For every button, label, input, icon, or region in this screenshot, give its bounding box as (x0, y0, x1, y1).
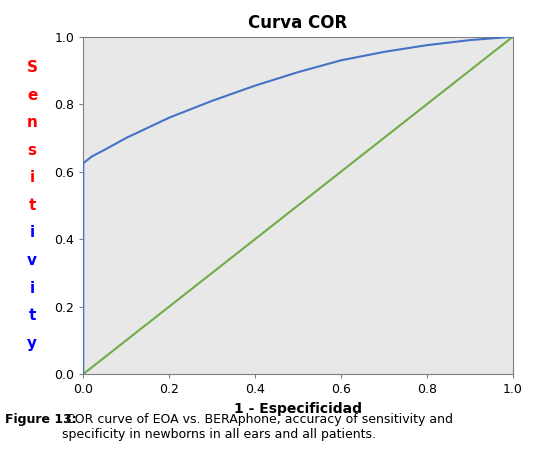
X-axis label: 1 - Especificidad: 1 - Especificidad (234, 402, 362, 416)
Text: S: S (27, 60, 38, 75)
Text: t: t (28, 198, 36, 213)
Text: n: n (27, 115, 38, 130)
Text: i: i (30, 280, 35, 296)
Text: i: i (30, 225, 35, 241)
Text: Figure 13:: Figure 13: (5, 413, 77, 426)
Text: t: t (28, 308, 36, 323)
Text: COR curve of EOA vs. BERAphone, accuracy of sensitivity and
specificity in newbo: COR curve of EOA vs. BERAphone, accuracy… (62, 413, 453, 441)
Text: e: e (27, 88, 38, 103)
Text: y: y (27, 336, 37, 351)
Title: Curva COR: Curva COR (249, 14, 347, 33)
Text: i: i (30, 170, 35, 185)
Text: v: v (27, 253, 37, 268)
Text: s: s (28, 143, 37, 158)
